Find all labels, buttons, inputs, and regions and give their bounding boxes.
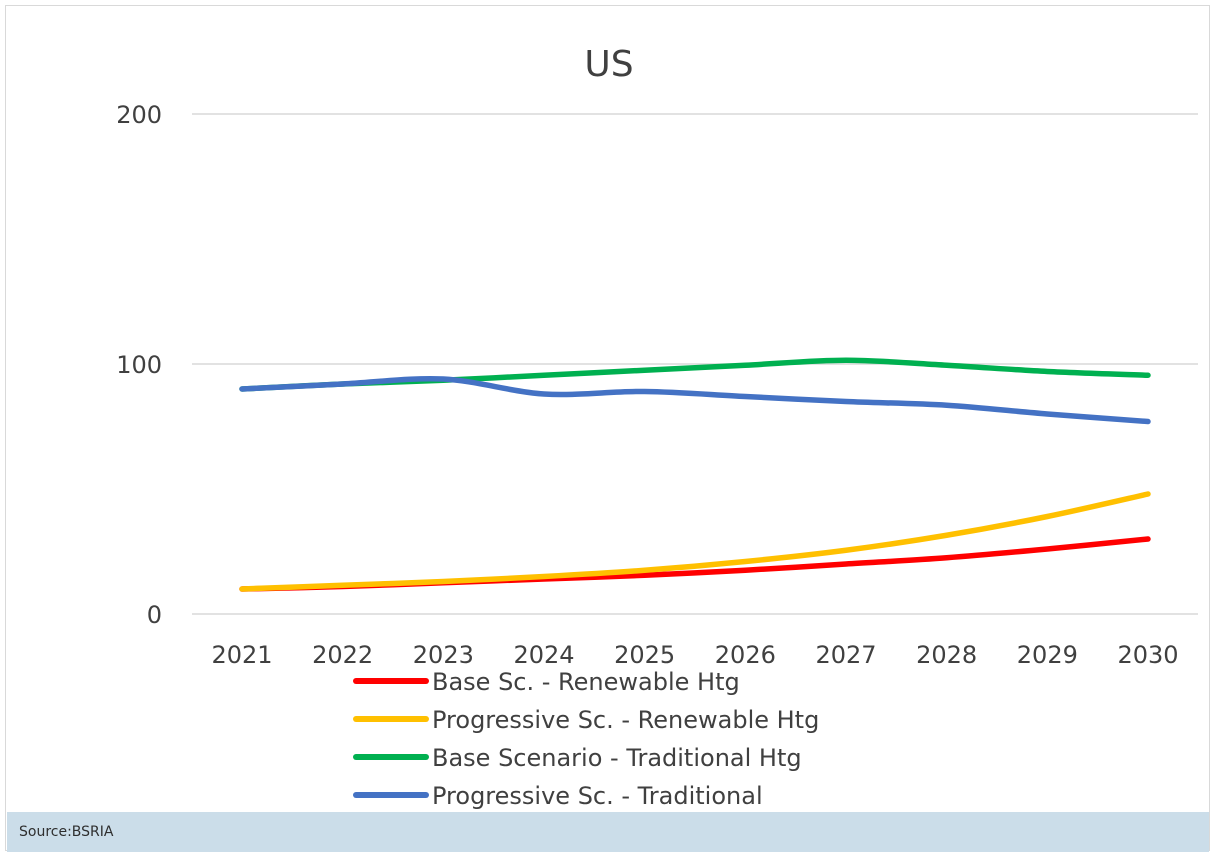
chart-frame [5,5,1210,851]
gridlines [192,113,1198,615]
legend-label-base-sc-renewable-htg: Base Sc. - Renewable Htg [432,668,740,696]
x-tick-label: 2030 [1117,641,1178,669]
x-tick-label: 2026 [715,641,776,669]
legend-label-progressive-sc-traditional: Progressive Sc. - Traditional [432,782,763,810]
series-line-progressive-sc-traditional [239,375,1151,425]
x-tick-label: 2022 [312,641,373,669]
y-axis-ticks: 0 100 200 [116,101,162,629]
source-caption: Source:BSRIA [7,812,1209,852]
legend: Base Sc. - Renewable Htg Progressive Sc. … [353,668,819,810]
x-axis-ticks: 2021 2022 2023 2024 2025 2026 2027 2028 2029 2030 [211,641,1178,669]
x-tick-label: 2024 [513,641,574,669]
y-tick-label: 100 [116,351,162,379]
x-tick-label: 2025 [614,641,675,669]
x-tick-label: 2027 [815,641,876,669]
chart-title: US [584,44,633,85]
legend-label-base-scenario-traditional-htg: Base Scenario - Traditional Htg [432,744,802,772]
x-tick-label: 2021 [211,641,272,669]
x-tick-label: 2023 [413,641,474,669]
series-lines [239,357,1151,592]
y-tick-label: 0 [147,601,162,629]
legend-label-progressive-sc-renewable-htg: Progressive Sc. - Renewable Htg [432,706,819,734]
x-tick-label: 2029 [1017,641,1078,669]
series-line-progressive-sc-renewable-htg [239,491,1151,592]
x-tick-label: 2028 [916,641,977,669]
y-tick-label: 200 [116,101,162,129]
